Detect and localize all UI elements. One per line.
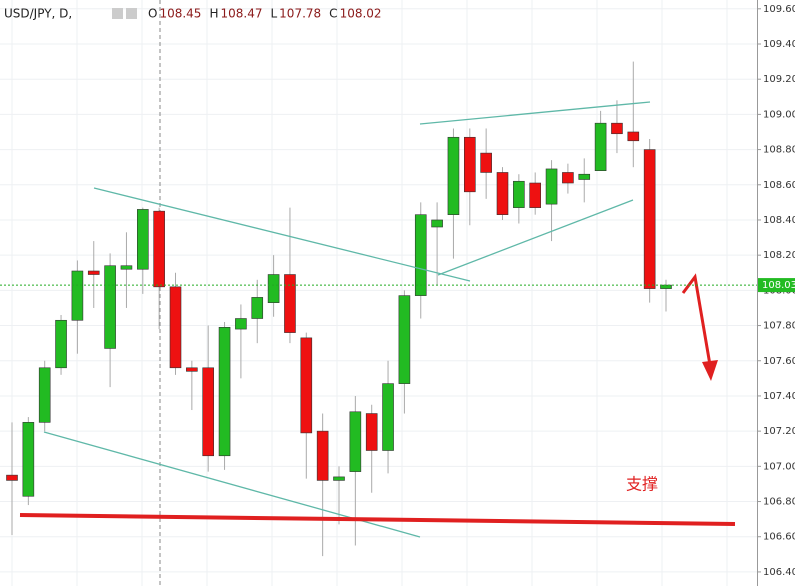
candle-body xyxy=(365,413,378,451)
trend-line xyxy=(437,199,634,276)
candle-body xyxy=(235,318,247,330)
legend-key: C xyxy=(329,7,337,21)
candle-body xyxy=(251,297,264,319)
legend-value: 107.78 xyxy=(279,7,321,21)
candle-body xyxy=(578,173,591,180)
y-tick-label: 108.20 xyxy=(763,250,795,261)
legend-key: O xyxy=(148,7,157,21)
y-tick-label: 106.80 xyxy=(763,497,795,508)
candle-body xyxy=(496,172,509,215)
legend-value: 108.02 xyxy=(340,7,382,21)
candle-body xyxy=(6,474,18,481)
y-tick-label: 109.60 xyxy=(763,4,795,15)
candle-body xyxy=(349,411,362,472)
y-tick-label: 109.00 xyxy=(763,109,795,120)
annotation: 支撑 xyxy=(626,475,658,494)
candle-body xyxy=(169,286,182,369)
candle-body xyxy=(562,172,574,184)
candle-body xyxy=(447,136,460,215)
candle-body xyxy=(545,168,558,205)
candle-body xyxy=(104,265,116,349)
y-tick-label: 106.60 xyxy=(763,532,795,543)
candle-body xyxy=(660,284,672,289)
trend-line xyxy=(93,187,471,282)
candle-body xyxy=(218,327,231,457)
trend-line xyxy=(419,101,651,125)
y-tick-label: 107.00 xyxy=(763,461,795,472)
candle-body xyxy=(643,149,656,289)
candle-body xyxy=(611,122,623,135)
candle-body xyxy=(71,270,84,321)
candle-body xyxy=(55,319,67,369)
y-tick-label: 108.60 xyxy=(763,180,795,191)
candle-body xyxy=(267,274,280,303)
y-tick-label: 109.20 xyxy=(763,74,795,85)
candle-body xyxy=(529,182,542,208)
candle-body xyxy=(120,265,133,270)
legend-value: 108.47 xyxy=(220,7,262,21)
icon[interactable] xyxy=(112,8,123,19)
candle-body xyxy=(398,295,411,384)
y-tick-label: 106.40 xyxy=(763,567,795,578)
grid xyxy=(0,0,757,586)
candle-body xyxy=(480,152,492,173)
candle-body xyxy=(87,270,100,275)
candle-body xyxy=(316,430,329,481)
candle-body xyxy=(38,367,51,423)
symbol: USD/JPY, D, xyxy=(4,7,72,21)
legend-key: L xyxy=(270,7,277,21)
y-tick-label: 109.40 xyxy=(763,39,795,50)
candle-body xyxy=(627,131,640,142)
candle-body xyxy=(333,476,345,481)
candle-body xyxy=(300,337,313,434)
candle-body xyxy=(513,180,525,208)
candle-body xyxy=(382,383,394,451)
candle-body xyxy=(22,422,35,497)
price-tag-label: 108.03 xyxy=(762,280,795,291)
support-line xyxy=(19,513,736,526)
y-tick-label: 108.40 xyxy=(763,215,795,226)
icon[interactable] xyxy=(126,8,137,19)
arrow-head xyxy=(702,360,718,381)
y-tick-label: 107.20 xyxy=(763,426,795,437)
candle-body xyxy=(186,367,198,372)
candle-body xyxy=(594,122,607,171)
candle-body xyxy=(414,214,427,296)
arrow xyxy=(681,273,712,366)
y-tick-label: 108.80 xyxy=(763,145,795,156)
candle-body xyxy=(431,219,443,228)
candles xyxy=(6,61,672,557)
candle-body xyxy=(137,209,149,270)
header: USD/JPY, D, O 108.45 H 108.47 L 107.78 C 108.02 xyxy=(4,7,382,21)
legend-value: 108.45 xyxy=(159,7,201,21)
candle-body xyxy=(284,274,296,333)
candle-body xyxy=(202,367,214,457)
y-tick-label: 107.60 xyxy=(763,356,795,367)
candle-body xyxy=(463,136,476,193)
price-tag xyxy=(758,278,795,293)
ohlc-legend: O 108.45 H 108.47 L 107.78 C 108.02 xyxy=(148,7,382,21)
legend-key: H xyxy=(209,7,218,21)
y-tick-label: 107.40 xyxy=(763,391,795,402)
candle-body xyxy=(153,210,165,288)
y-tick-label: 107.80 xyxy=(763,321,795,332)
